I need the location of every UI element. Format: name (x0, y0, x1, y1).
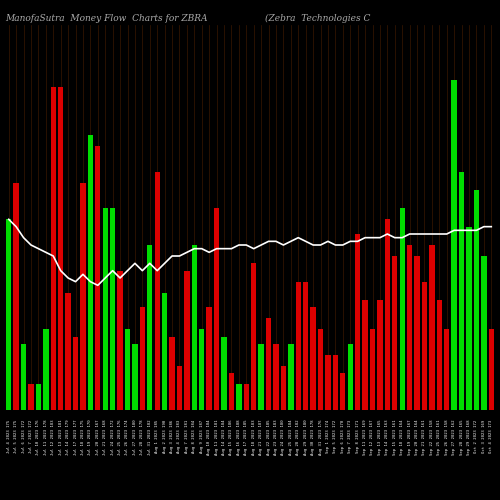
Bar (147, 245, 152, 410)
Bar (280, 366, 286, 410)
Bar (310, 308, 316, 410)
Bar (244, 384, 249, 410)
Bar (73, 336, 78, 410)
Bar (348, 344, 353, 410)
Bar (422, 282, 427, 410)
Bar (206, 308, 212, 410)
Bar (95, 146, 100, 410)
Bar (378, 300, 382, 410)
Bar (222, 336, 226, 410)
Bar (296, 282, 301, 410)
Bar (140, 308, 145, 410)
Bar (251, 264, 256, 410)
Bar (414, 256, 420, 410)
Bar (118, 270, 122, 410)
Bar (102, 208, 108, 410)
Bar (392, 256, 398, 410)
Bar (444, 330, 450, 410)
Bar (481, 256, 486, 410)
Bar (303, 282, 308, 410)
Bar (214, 208, 220, 410)
Bar (466, 226, 471, 410)
Text: ManofaSutra  Money Flow  Charts for ZBRA                    (Zebra  Technologies: ManofaSutra Money Flow Charts for ZBRA (… (5, 14, 370, 23)
Bar (459, 172, 464, 410)
Bar (326, 355, 330, 410)
Bar (488, 330, 494, 410)
Bar (355, 234, 360, 410)
Bar (332, 355, 338, 410)
Bar (66, 292, 71, 410)
Bar (288, 344, 294, 410)
Bar (125, 330, 130, 410)
Bar (6, 220, 12, 410)
Bar (132, 344, 138, 410)
Bar (400, 208, 405, 410)
Bar (474, 190, 479, 410)
Bar (154, 172, 160, 410)
Bar (436, 300, 442, 410)
Bar (184, 270, 190, 410)
Bar (36, 384, 41, 410)
Bar (192, 245, 197, 410)
Bar (236, 384, 242, 410)
Bar (58, 88, 64, 410)
Bar (170, 336, 174, 410)
Bar (340, 374, 345, 410)
Bar (258, 344, 264, 410)
Bar (229, 374, 234, 410)
Bar (50, 88, 56, 410)
Bar (14, 182, 19, 410)
Bar (162, 292, 168, 410)
Bar (28, 384, 34, 410)
Bar (429, 245, 434, 410)
Bar (21, 344, 26, 410)
Bar (452, 80, 457, 410)
Bar (384, 220, 390, 410)
Bar (318, 330, 323, 410)
Bar (88, 135, 93, 410)
Bar (370, 330, 375, 410)
Bar (177, 366, 182, 410)
Bar (80, 182, 86, 410)
Bar (407, 245, 412, 410)
Bar (266, 318, 271, 410)
Bar (199, 330, 204, 410)
Bar (110, 208, 116, 410)
Bar (43, 330, 49, 410)
Bar (362, 300, 368, 410)
Bar (274, 344, 278, 410)
